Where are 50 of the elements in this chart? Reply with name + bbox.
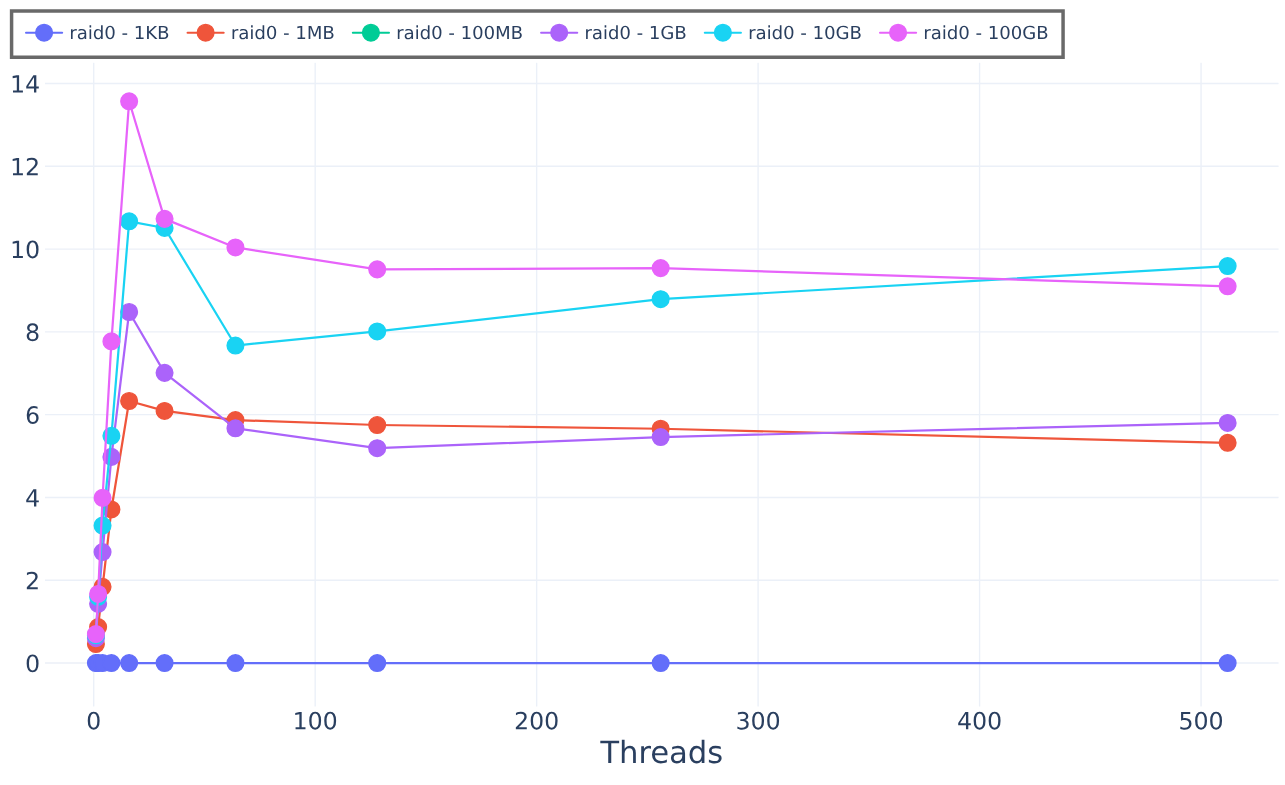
point — [651, 427, 670, 447]
point — [1218, 433, 1237, 452]
y-tick-label: 14 — [12, 75, 39, 93]
point — [1218, 257, 1237, 276]
x-axis-title: Threads — [600, 739, 722, 764]
point — [368, 415, 387, 435]
point — [368, 654, 387, 673]
legend-label: raid0 - 1MB — [232, 25, 334, 40]
point — [155, 654, 174, 673]
point — [651, 290, 670, 309]
legend-label: raid0 - 1KB — [71, 25, 169, 40]
legend-label: raid0 - 10GB — [749, 25, 861, 40]
y-tick-label: 12 — [12, 157, 38, 176]
y-tick-label: 8 — [26, 323, 39, 342]
point — [651, 654, 670, 673]
y-tick-label: 6 — [26, 406, 39, 424]
x-tick-label: 100 — [295, 711, 337, 730]
point — [120, 212, 139, 231]
point — [651, 259, 670, 278]
y-tick-label: 10 — [12, 240, 39, 259]
point — [120, 92, 139, 111]
point — [120, 654, 139, 673]
y-tick-label: 2 — [26, 571, 38, 590]
point — [120, 302, 139, 322]
point — [368, 322, 387, 341]
point — [368, 260, 387, 279]
legend-label: raid0 - 100MB — [397, 25, 522, 40]
point — [226, 419, 245, 438]
point — [155, 401, 174, 420]
y-tick-label: 4 — [26, 489, 39, 507]
x-tick-label: 0 — [87, 711, 100, 730]
x-tick-label: 400 — [958, 711, 1001, 730]
point — [102, 332, 121, 351]
point — [1218, 413, 1237, 432]
x-tick-label: 300 — [737, 711, 780, 730]
point — [1218, 654, 1237, 673]
point — [226, 238, 245, 257]
point — [155, 209, 174, 228]
point — [93, 488, 112, 507]
point — [155, 363, 174, 382]
point — [368, 439, 387, 458]
legend-label: raid0 - 1GB — [586, 25, 686, 40]
x-tick-label: 500 — [1180, 711, 1223, 730]
point — [226, 654, 245, 673]
point — [226, 336, 245, 355]
y-tick-label: 0 — [26, 654, 39, 673]
legend-label: raid0 - 100GB — [924, 25, 1048, 40]
x-tick-label: 200 — [515, 711, 558, 730]
point — [1218, 277, 1237, 296]
point — [120, 391, 139, 411]
